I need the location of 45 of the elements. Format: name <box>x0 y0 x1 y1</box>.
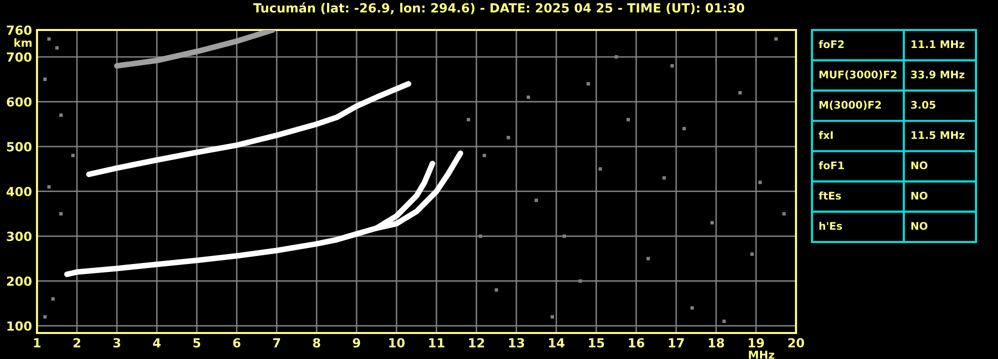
y-tick-label: 600 <box>6 97 32 107</box>
x-tick-label: 20 <box>788 338 804 348</box>
x-tick-label: 5 <box>193 338 200 348</box>
y-tick-label: 760 <box>6 25 32 35</box>
x-tick-label: 8 <box>313 338 320 348</box>
text: 11.5 MHz <box>912 131 964 140</box>
y-tick-label: 400 <box>6 186 32 196</box>
x-tick-label: 9 <box>352 338 360 348</box>
text: NO <box>911 161 928 170</box>
x-tick-label: 11 <box>429 338 444 348</box>
x-axis-title: MHz <box>748 350 774 359</box>
text: M(3000)F2 <box>820 100 881 110</box>
text: foF2 <box>818 40 844 48</box>
x-tick-label: 3 <box>113 338 120 348</box>
x-tick-label: 10 <box>389 338 405 348</box>
text: foF1 <box>818 161 844 170</box>
y-tick-label: 300 <box>6 232 32 242</box>
text: 33.9 MHz <box>911 70 964 78</box>
x-tick-label: 16 <box>628 338 644 348</box>
x-tick-label: 13 <box>509 338 524 348</box>
y-tick-label: 200 <box>7 276 32 286</box>
x-tick-label: 1 <box>34 338 40 348</box>
text: fxI <box>818 130 833 139</box>
text: 3.05 <box>911 100 936 109</box>
text: NO <box>911 192 928 200</box>
x-tick-label: 15 <box>588 338 604 348</box>
x-tick-label: 18 <box>708 338 724 348</box>
x-tick-label: 12 <box>469 338 484 348</box>
x-tick-label: 7 <box>273 338 280 348</box>
x-tick-label: 19 <box>748 338 764 348</box>
x-tick-label: 14 <box>549 338 564 348</box>
text: NO <box>911 222 928 230</box>
text: MUF(3000)F2 <box>820 70 896 80</box>
text: 11.1 MHz <box>912 40 964 48</box>
chart-title: Tucumán (lat: -26.9, lon: 294.6) - DATE: 2025 04 25 - TIME (UT): 01:30 <box>253 2 744 14</box>
y-axis-title: km <box>14 38 32 47</box>
text: ftEs <box>818 192 841 200</box>
y-tick-label: 500 <box>7 142 32 152</box>
y-tick-label: 700 <box>6 52 32 62</box>
x-tick-label: 2 <box>74 338 80 348</box>
text: h'Es <box>819 222 842 230</box>
y-tick-label: 100 <box>7 321 32 331</box>
x-tick-label: 6 <box>233 338 240 348</box>
x-tick-label: 17 <box>668 338 684 348</box>
x-tick-label: 4 <box>153 338 161 348</box>
